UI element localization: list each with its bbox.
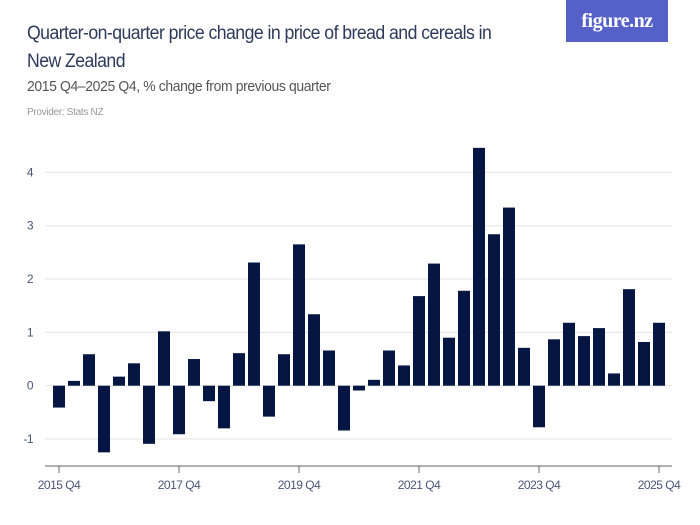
bar-2016-q3 (98, 385, 110, 453)
x-tick-label: 2021 Q4 (398, 478, 441, 492)
x-tick-label: 2025 Q4 (638, 478, 681, 492)
bar-2019-q3 (278, 354, 290, 386)
bar-2022-q3 (458, 290, 470, 386)
bar-2021-q3 (398, 365, 410, 386)
bar-2021-q4 (413, 296, 425, 386)
bar-2019-q2 (263, 385, 275, 417)
bar-2017-q1 (128, 363, 140, 386)
bar-2020-q4 (353, 385, 365, 391)
bar-2020-q3 (338, 385, 350, 431)
bar-2024-q1 (548, 339, 560, 386)
x-tick-label: 2023 Q4 (518, 478, 561, 492)
bar-2024-q3 (578, 336, 590, 386)
chart-title: Quarter-on-quarter price change in price… (27, 23, 492, 72)
bar-2025-q1 (608, 373, 620, 386)
bar-2019-q4 (293, 244, 305, 386)
bar-2022-q1 (428, 263, 440, 386)
bar-2023-q2 (503, 207, 515, 386)
x-tick-label: 2015 Q4 (38, 478, 81, 492)
bar-2023-q4 (533, 385, 545, 428)
bar-2017-q4 (173, 385, 185, 435)
bar-2021-q2 (383, 350, 395, 386)
bar-2025-q3 (638, 341, 650, 386)
bar-2018-q2 (203, 385, 215, 402)
bar-2016-q4 (113, 376, 125, 386)
y-tick-label: 2 (27, 272, 34, 286)
bar-2025-q4 (653, 322, 665, 386)
bar-2016-q1 (68, 380, 80, 386)
bar-2023-q1 (488, 234, 500, 386)
bar-2018-q3 (218, 385, 230, 429)
y-tick-label: 1 (27, 325, 34, 339)
bar-2020-q1 (308, 314, 320, 386)
y-tick-label: 3 (27, 219, 34, 233)
y-tick-label: 4 (27, 165, 34, 179)
bar-2021-q1 (368, 379, 380, 386)
bar-2019-q1 (248, 262, 260, 386)
bar-2022-q4 (473, 147, 485, 386)
provider-label: Provider: Stats NZ (27, 107, 104, 118)
bar-2015-q4 (53, 385, 65, 408)
chart-subtitle: 2015 Q4–2025 Q4, % change from previous … (27, 78, 331, 95)
bar-2025-q2 (623, 289, 635, 386)
figure-nz-logo[interactable]: figure.nz (566, 0, 668, 42)
bar-2024-q2 (563, 322, 575, 386)
bar-2017-q2 (143, 385, 155, 444)
bar-2022-q2 (443, 337, 455, 386)
y-tick-label: 0 (27, 379, 34, 393)
x-tick-label: 2017 Q4 (158, 478, 201, 492)
bar-2017-q3 (158, 331, 170, 386)
y-tick-label: -1 (23, 432, 33, 446)
bar-2016-q2 (83, 354, 95, 386)
bar-2024-q4 (593, 328, 605, 386)
bar-2018-q4 (233, 353, 245, 386)
bar-2023-q3 (518, 347, 530, 386)
bar-2018-q1 (188, 359, 200, 386)
bar-2020-q2 (323, 350, 335, 386)
x-tick-label: 2019 Q4 (278, 478, 321, 492)
